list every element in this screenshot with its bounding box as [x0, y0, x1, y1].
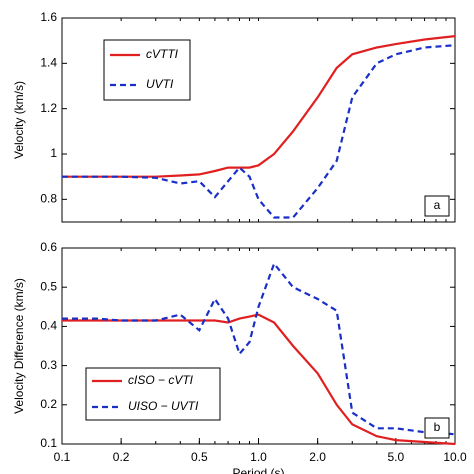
y-tick-label: 1.4: [40, 56, 57, 70]
panel-label: b: [434, 420, 441, 434]
legend-box: [85, 367, 221, 421]
y-tick-label: 0.6: [40, 240, 57, 254]
x-tick-label: 5.0: [388, 450, 405, 464]
series-line: [62, 44, 456, 219]
panel-label-box: [424, 195, 450, 217]
legend-label: cISO − cVTI: [128, 373, 194, 387]
y-tick-label: 0.3: [40, 358, 57, 372]
y-tick-label: 1.6: [40, 10, 57, 24]
y-axis-label: Velocity (km/s): [12, 81, 26, 159]
series-line: [62, 261, 456, 436]
panel-label-box: [424, 417, 450, 439]
y-tick-label: 0.1: [40, 436, 57, 450]
x-tick-label: 0.2: [113, 450, 130, 464]
y-tick-label: 0.8: [40, 192, 57, 206]
x-tick-label: 1.0: [250, 450, 267, 464]
x-tick-label: 0.5: [191, 450, 208, 464]
x-axis-label: Period (s): [232, 466, 284, 474]
y-tick-label: 0.2: [40, 397, 57, 411]
x-tick-label: 10.0: [443, 450, 467, 464]
legend-label: UISO − UVTI: [128, 399, 199, 413]
legend-label: cVTTI: [146, 47, 179, 61]
y-tick-label: 0.5: [40, 279, 57, 293]
series-line: [62, 35, 456, 178]
x-tick-label: 0.1: [54, 450, 71, 464]
y-axis-label: Velocity Difference (km/s): [12, 278, 26, 414]
panel-label: a: [434, 198, 441, 212]
legend-box: [103, 39, 191, 101]
y-tick-label: 1: [50, 146, 57, 160]
x-tick-label: 2.0: [309, 450, 326, 464]
y-tick-label: 1.2: [40, 101, 57, 115]
y-tick-label: 0.4: [40, 319, 57, 333]
legend-label: UVTI: [146, 77, 174, 91]
series-line: [62, 313, 456, 446]
